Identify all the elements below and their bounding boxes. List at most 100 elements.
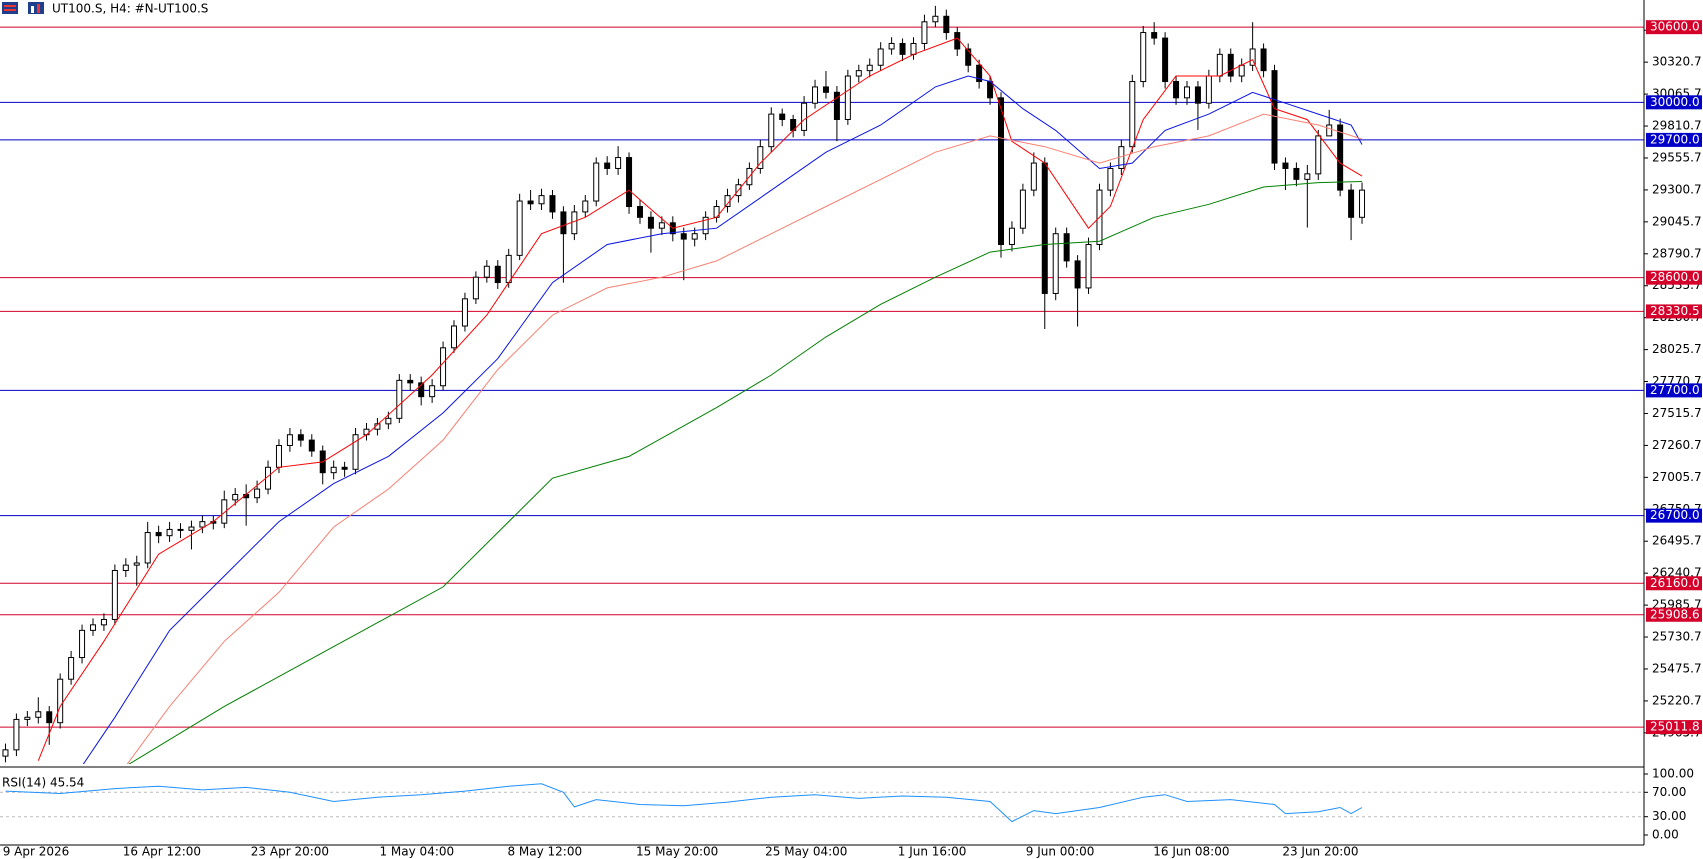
icon: [37, 4, 40, 13]
candle-body: [1216, 53, 1223, 77]
candle-body: [89, 624, 96, 631]
level-label-box: [1646, 576, 1702, 591]
candle-body: [833, 91, 840, 120]
x-tick-label: 23 Jun 20:00: [1282, 845, 1358, 859]
moving-averages: [37, 37, 1363, 764]
candle-body: [472, 276, 479, 300]
candle-body: [1183, 86, 1190, 99]
candle-body: [46, 711, 53, 724]
rsi-tick-label: 100.00: [1652, 767, 1694, 781]
candle-body: [1085, 243, 1092, 289]
candle-body: [1140, 32, 1147, 83]
moving-average: [82, 75, 1363, 764]
candle-body: [658, 222, 665, 229]
y-tick-label: 25730.7: [1652, 630, 1702, 644]
candle-body: [144, 532, 151, 564]
y-tick-label: 29555.7: [1652, 150, 1702, 164]
candle-body: [79, 629, 86, 659]
candle-body: [779, 113, 786, 120]
y-tick-label: 29810.7: [1652, 119, 1702, 133]
candle-body: [199, 521, 206, 528]
level-label-box: [1646, 270, 1702, 285]
level-label-box: [1646, 720, 1702, 735]
candle-body: [768, 113, 775, 148]
candle-body: [1019, 189, 1026, 229]
rsi-tick-label: 70.00: [1652, 785, 1686, 799]
rsi-tick-label: 30.00: [1652, 809, 1686, 823]
candle-body: [1194, 86, 1201, 104]
candle-body: [691, 233, 698, 240]
plot: [0, 5, 1644, 764]
candle-body: [1227, 53, 1234, 77]
candle-body: [1205, 75, 1212, 104]
rsi-tick-label: 0.00: [1652, 828, 1679, 842]
candle-body: [100, 618, 107, 626]
candle-body: [1249, 48, 1256, 66]
icon: [4, 9, 16, 11]
y-tick-label: 28025.7: [1652, 342, 1702, 356]
candle-body: [461, 298, 468, 327]
level-label: 25908.6: [1650, 607, 1700, 621]
candle-body: [560, 211, 567, 235]
candle-body: [308, 439, 315, 452]
candle-body: [680, 233, 687, 240]
candle-body: [1052, 233, 1059, 294]
y-tick-label: 30320.7: [1652, 55, 1702, 69]
candle-body: [877, 48, 884, 66]
x-tick-label: 1 Jun 16:00: [898, 845, 967, 859]
candle-body: [571, 211, 578, 235]
candle-body: [1041, 162, 1048, 294]
candle-body: [1348, 189, 1355, 218]
candle-body: [582, 200, 589, 213]
candle-body: [418, 382, 425, 398]
level-label-box: [1646, 607, 1702, 622]
y-tick-label: 27515.7: [1652, 406, 1702, 420]
level-label: 26700.0: [1650, 508, 1700, 522]
icon: [2, 2, 18, 14]
level-label-box: [1646, 304, 1702, 319]
icon: [4, 5, 16, 7]
candle-body: [451, 325, 458, 349]
x-tick-label: 1 May 04:00: [379, 845, 454, 859]
x-tick-label: 15 May 20:00: [636, 845, 718, 859]
icon: [28, 2, 44, 14]
candle-body: [855, 70, 862, 77]
candle-body: [363, 428, 370, 436]
candle-body: [133, 562, 140, 566]
candle-body: [429, 385, 436, 398]
candle-body: [801, 102, 808, 131]
y-tick-label: 27260.7: [1652, 438, 1702, 452]
candle-body: [1238, 64, 1245, 77]
candle-body: [899, 42, 906, 55]
candle-body: [1030, 162, 1037, 191]
candle-body: [976, 64, 983, 83]
candle-body: [1260, 48, 1267, 72]
level-label: 30000.0: [1650, 95, 1700, 109]
candle-body: [352, 434, 359, 470]
y-tick-label: 27005.7: [1652, 470, 1702, 484]
candle-body: [998, 97, 1005, 245]
candle-body: [1151, 32, 1158, 39]
candle-body: [1326, 124, 1333, 137]
candle-body: [636, 206, 643, 218]
candle-body: [275, 444, 282, 468]
candle-body: [921, 21, 928, 44]
candle-body: [593, 162, 600, 202]
candle-body: [987, 81, 994, 99]
y-tick-label: 26240.7: [1652, 566, 1702, 580]
candle-body: [166, 528, 173, 537]
level-label-box: [1646, 508, 1702, 523]
y-tick-label: 29045.7: [1652, 214, 1702, 228]
candle-body: [341, 466, 348, 470]
x-tick-label: 8 May 12:00: [507, 845, 582, 859]
candle-body: [1129, 81, 1136, 148]
candle-body: [254, 488, 261, 499]
candle-body: [440, 347, 447, 387]
candle-body: [1173, 81, 1180, 99]
candle-body: [286, 434, 293, 446]
x-tick-label: 16 Apr 12:00: [123, 845, 201, 859]
y-tick-label: 28790.7: [1652, 246, 1702, 260]
candle-body: [13, 718, 20, 751]
candle-body: [297, 434, 304, 441]
